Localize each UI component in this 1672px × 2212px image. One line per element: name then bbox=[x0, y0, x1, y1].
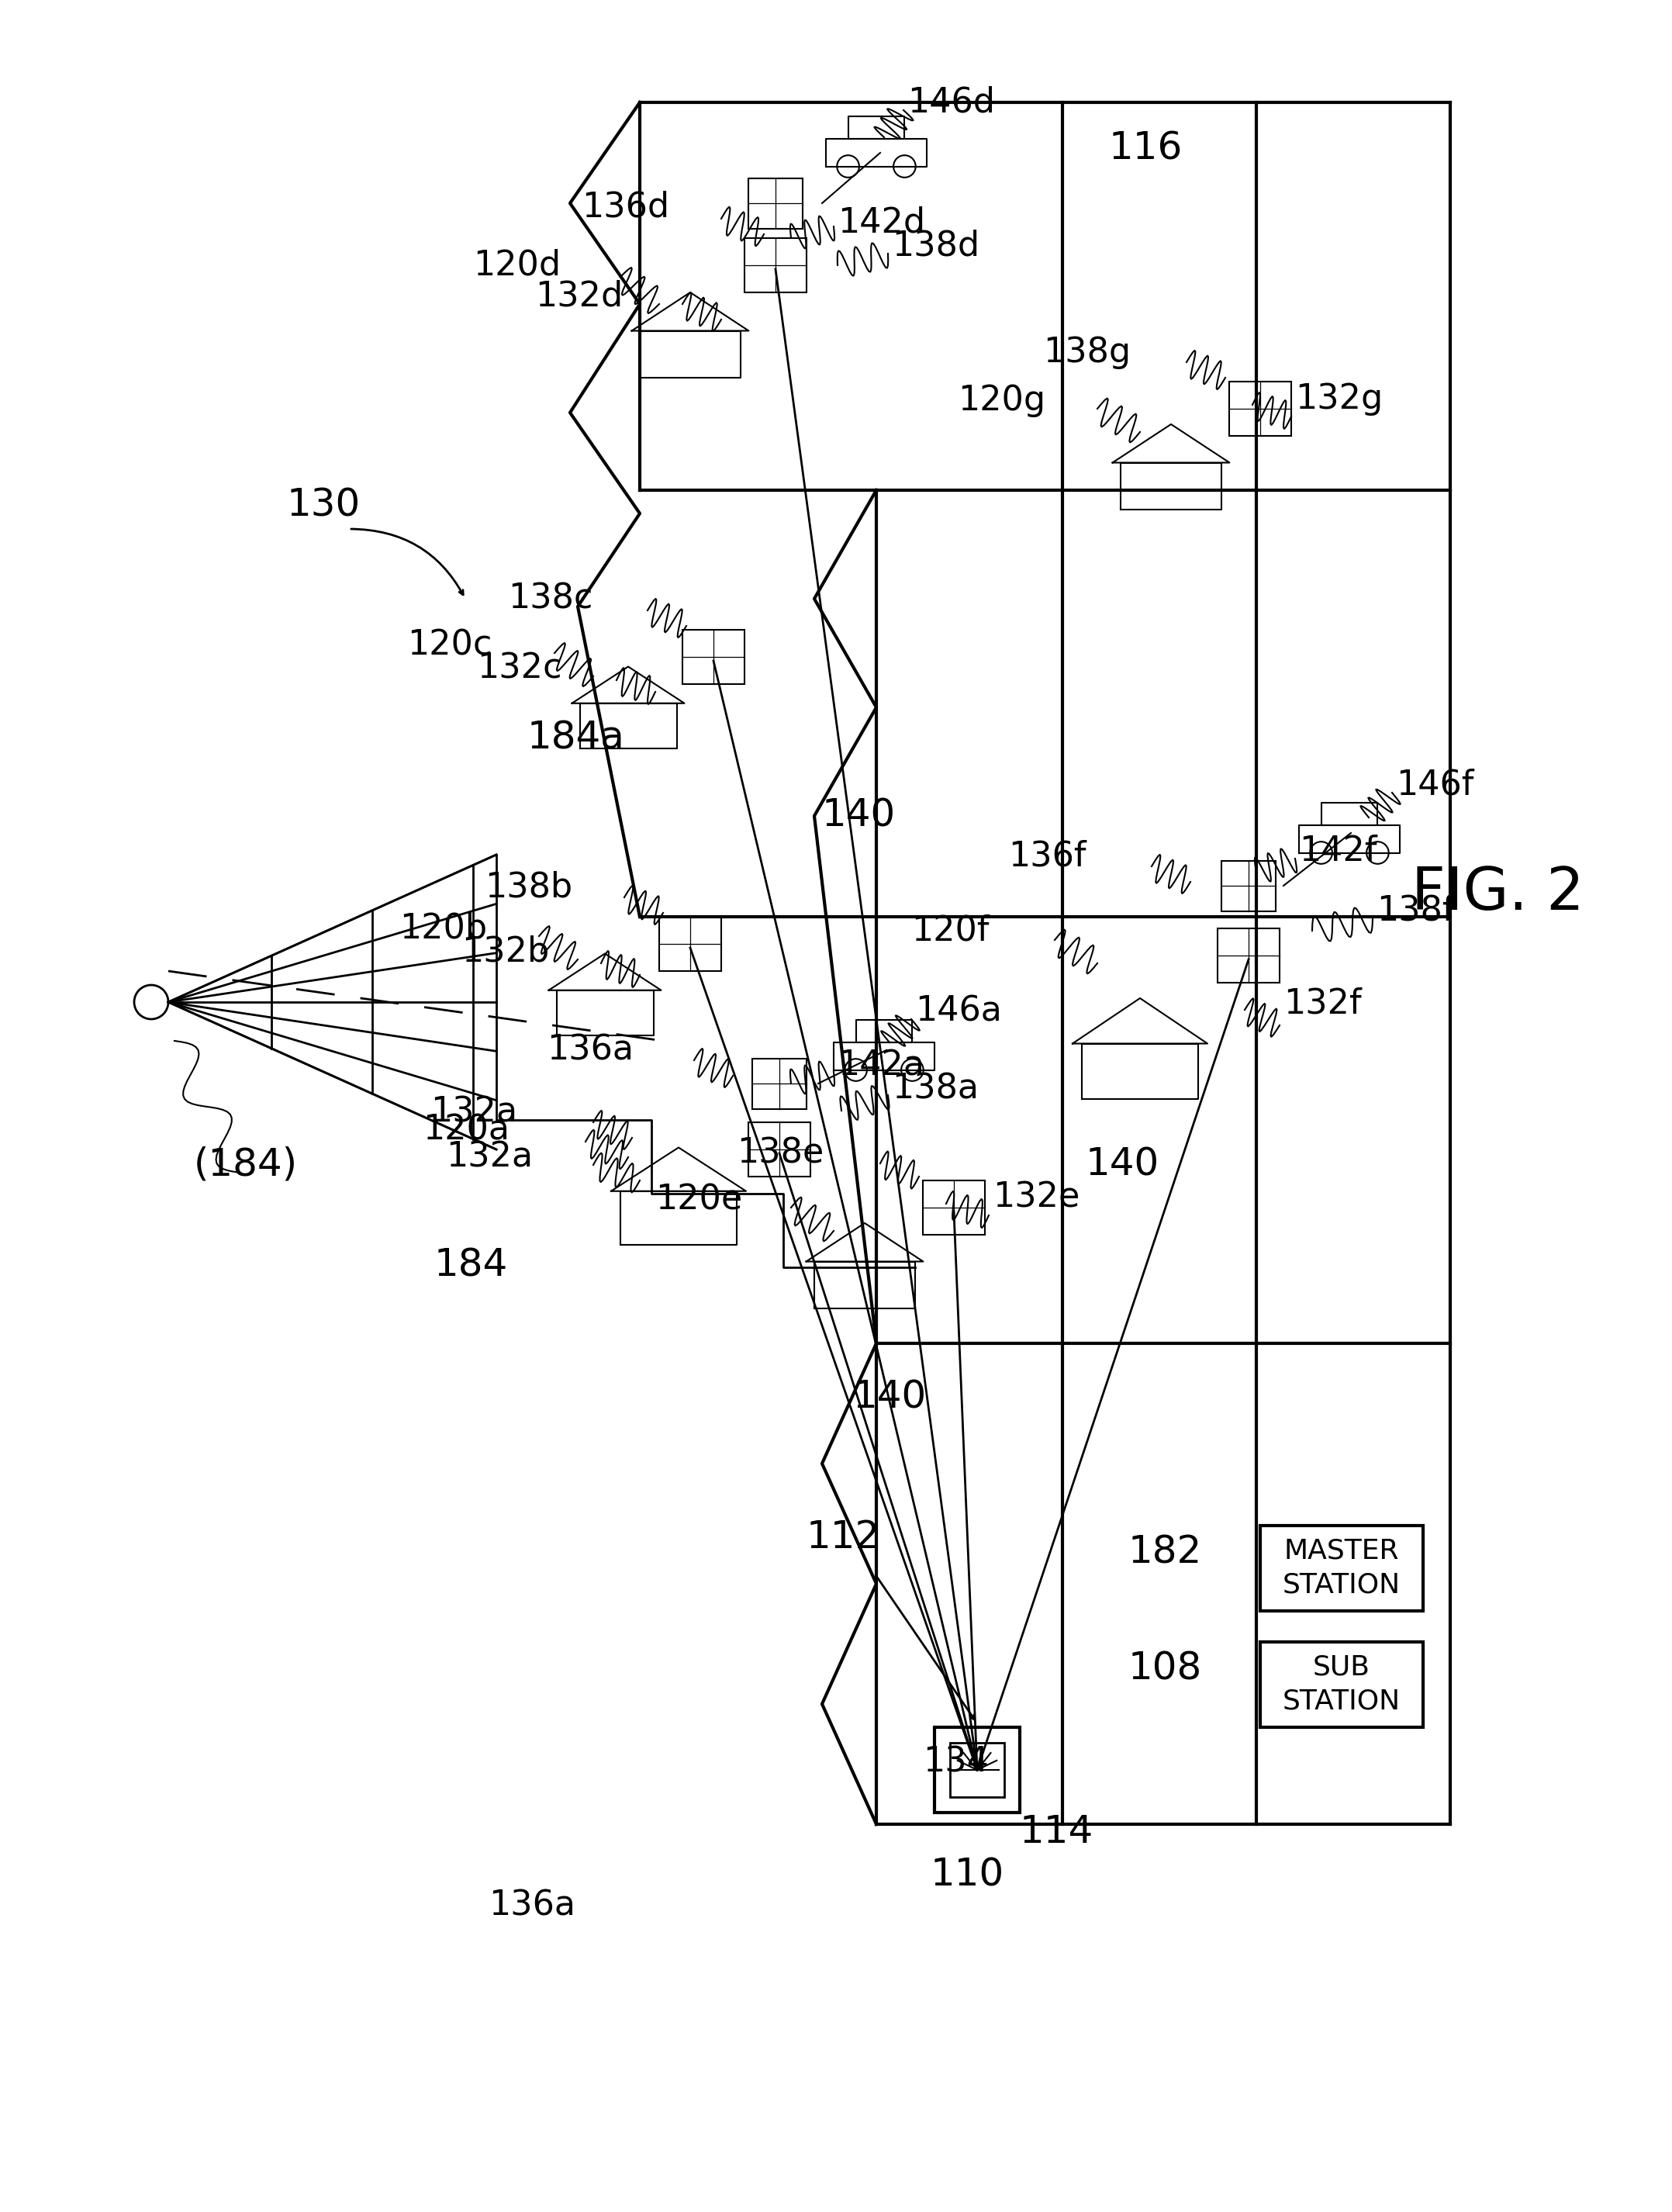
Text: 136d: 136d bbox=[582, 190, 669, 223]
Bar bbox=[1229, 383, 1291, 436]
Text: 130: 130 bbox=[288, 487, 361, 524]
Text: 182: 182 bbox=[1129, 1535, 1202, 1571]
Bar bbox=[752, 1057, 806, 1108]
Text: 120d: 120d bbox=[473, 248, 560, 281]
Text: 138d: 138d bbox=[891, 230, 980, 263]
Text: 184a: 184a bbox=[527, 719, 625, 757]
Text: 138e: 138e bbox=[737, 1137, 824, 1170]
Text: 120f: 120f bbox=[911, 914, 990, 947]
Text: MASTER: MASTER bbox=[1284, 1537, 1399, 1564]
Bar bbox=[950, 1743, 1005, 1796]
Text: 146a: 146a bbox=[915, 995, 1002, 1029]
Bar bbox=[744, 239, 806, 292]
Bar bbox=[659, 916, 721, 971]
Bar bbox=[1261, 1641, 1423, 1728]
Bar bbox=[749, 1121, 811, 1177]
Text: 132b: 132b bbox=[461, 936, 550, 969]
Text: 120e: 120e bbox=[655, 1183, 742, 1217]
Text: 120g: 120g bbox=[958, 385, 1045, 418]
Text: 132e: 132e bbox=[993, 1181, 1080, 1214]
Bar bbox=[1261, 1526, 1423, 1610]
Text: 136a: 136a bbox=[488, 1889, 575, 1922]
Text: 142f: 142f bbox=[1299, 834, 1378, 867]
Text: 132a: 132a bbox=[446, 1141, 533, 1175]
Text: 114: 114 bbox=[1020, 1814, 1093, 1851]
Bar bbox=[1222, 860, 1276, 911]
Text: 136f: 136f bbox=[1008, 841, 1087, 874]
Text: 146d: 146d bbox=[908, 86, 995, 119]
Text: 138f: 138f bbox=[1376, 894, 1455, 927]
Text: 110: 110 bbox=[931, 1856, 1005, 1893]
Bar bbox=[935, 1728, 1020, 1812]
Text: 120b: 120b bbox=[400, 911, 487, 945]
Text: 108: 108 bbox=[1129, 1650, 1202, 1688]
Text: STATION: STATION bbox=[1282, 1688, 1401, 1714]
Text: 140: 140 bbox=[823, 796, 896, 834]
Text: 132d: 132d bbox=[535, 279, 624, 312]
Text: 138c: 138c bbox=[508, 582, 594, 615]
Text: 146f: 146f bbox=[1396, 768, 1473, 801]
Text: 142a: 142a bbox=[838, 1048, 925, 1082]
Text: 132a: 132a bbox=[430, 1095, 517, 1128]
Text: STATION: STATION bbox=[1282, 1573, 1401, 1599]
Bar bbox=[1217, 929, 1279, 982]
Text: 140: 140 bbox=[1085, 1146, 1160, 1183]
Text: 120a: 120a bbox=[423, 1113, 510, 1146]
Text: 138g: 138g bbox=[1043, 336, 1130, 369]
Text: 112: 112 bbox=[806, 1520, 881, 1555]
Text: SUB: SUB bbox=[1313, 1655, 1371, 1681]
Text: 138a: 138a bbox=[891, 1073, 978, 1106]
Text: 138b: 138b bbox=[485, 872, 572, 905]
Text: 132c: 132c bbox=[477, 653, 562, 686]
Text: (184): (184) bbox=[194, 1146, 298, 1183]
Text: 120c: 120c bbox=[408, 628, 492, 661]
Text: 136a: 136a bbox=[547, 1033, 634, 1066]
Text: 142d: 142d bbox=[838, 206, 925, 239]
Text: 132g: 132g bbox=[1296, 383, 1383, 416]
Text: 116: 116 bbox=[1109, 131, 1184, 168]
Bar bbox=[923, 1181, 985, 1234]
Text: 132f: 132f bbox=[1284, 987, 1361, 1020]
Text: 134: 134 bbox=[923, 1745, 988, 1778]
Bar bbox=[749, 177, 803, 228]
Text: 184: 184 bbox=[435, 1248, 508, 1285]
Bar bbox=[682, 630, 744, 684]
Text: FIG. 2: FIG. 2 bbox=[1411, 865, 1583, 922]
Text: 140: 140 bbox=[853, 1378, 926, 1416]
